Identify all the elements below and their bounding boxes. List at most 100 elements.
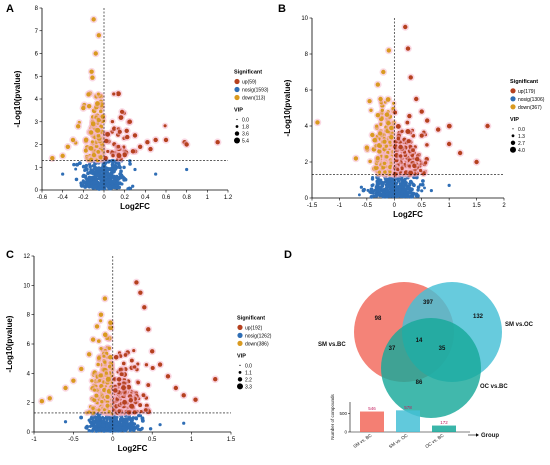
data-point [79, 366, 84, 372]
legend-label: down(367) [518, 105, 542, 111]
data-point [96, 33, 102, 38]
data-point [65, 144, 71, 149]
vip-legend-title: VIP [234, 108, 243, 114]
x-tick-label: 0.5 [418, 203, 427, 209]
venn-set-label: SM vs.BC [318, 342, 346, 348]
data-point [163, 137, 169, 143]
data-point [96, 429, 100, 432]
vip-label: 2.7 [518, 141, 525, 147]
legend-label: nosig(1262) [245, 333, 272, 339]
x-axis-label: Log2FC [120, 202, 150, 211]
vip-label: 0.0 [518, 127, 525, 133]
vip-legend-title: VIP [237, 353, 246, 359]
data-point [396, 168, 400, 172]
data-point [414, 156, 420, 162]
data-point [128, 398, 133, 403]
data-point [83, 148, 88, 153]
data-point [96, 356, 101, 360]
bar-y-tick-label: 500 [339, 411, 347, 416]
data-point [315, 120, 320, 125]
points [38, 278, 220, 433]
data-point [398, 144, 403, 150]
y-tick-label: 0 [27, 430, 31, 436]
y-tick-label: 6 [35, 52, 39, 58]
data-point [71, 378, 76, 383]
y-tick-label: 4 [35, 97, 39, 103]
data-point [409, 194, 413, 198]
data-point [387, 178, 391, 182]
data-point [128, 429, 132, 433]
data-point [158, 423, 162, 427]
y-tick-label: 8 [305, 52, 309, 58]
data-point [98, 373, 103, 378]
data-point [383, 170, 387, 174]
legend-marker [237, 340, 243, 346]
data-point [420, 182, 425, 187]
venn-region-count: 98 [375, 316, 382, 322]
data-point [375, 82, 381, 87]
data-point [378, 185, 383, 190]
data-point [387, 185, 391, 189]
vip-marker [510, 140, 516, 145]
data-point [398, 154, 403, 158]
data-point [117, 409, 121, 413]
data-point [105, 394, 110, 399]
data-point [104, 179, 109, 184]
data-point [385, 192, 389, 196]
legend-label: down(386) [245, 341, 269, 347]
data-point [359, 185, 363, 189]
x-tick-label: -1 [31, 437, 37, 443]
data-point [120, 182, 124, 186]
data-point [384, 112, 390, 117]
data-point [113, 354, 119, 360]
data-point [412, 163, 417, 169]
data-point [104, 138, 109, 144]
data-point [388, 193, 392, 197]
data-point [143, 408, 148, 412]
panel-label: C [6, 249, 14, 261]
vip-marker [236, 118, 238, 121]
venn-region-count: 132 [473, 314, 484, 320]
y-tick-label: 4 [305, 124, 309, 130]
legend-label: nosig(1593) [242, 88, 269, 94]
data-point [102, 332, 108, 338]
data-point [389, 125, 394, 131]
data-point [382, 139, 387, 144]
data-point [111, 421, 115, 425]
data-point [112, 174, 116, 178]
data-point [145, 140, 150, 145]
data-point [79, 415, 84, 420]
x-axis-label: Log2FC [393, 210, 423, 219]
vip-marker [235, 125, 239, 128]
legend-marker [234, 86, 240, 93]
data-point [370, 183, 374, 188]
data-point [131, 184, 135, 188]
x-tick-label: -1.5 [307, 203, 318, 209]
data-point [88, 176, 93, 180]
data-point [418, 183, 423, 187]
data-point [395, 187, 399, 191]
data-point [110, 417, 115, 422]
data-point [384, 144, 389, 148]
data-point [70, 137, 76, 143]
data-point [114, 421, 119, 426]
data-point [421, 179, 425, 183]
data-point [381, 69, 386, 75]
data-point [111, 424, 115, 428]
vip-marker [512, 128, 514, 130]
bar-category-label: SM vs. OC [388, 432, 409, 449]
vip-marker [510, 146, 516, 153]
data-point [108, 186, 112, 190]
bar [432, 425, 456, 432]
data-point [429, 188, 433, 193]
data-point [103, 155, 108, 161]
data-point [100, 400, 104, 404]
data-point [107, 410, 111, 414]
data-point [97, 408, 101, 412]
x-tick-label: 0 [111, 437, 115, 443]
data-point [370, 132, 375, 138]
data-point [136, 427, 141, 431]
x-tick-label: 0.2 [120, 195, 129, 201]
data-point [381, 194, 386, 199]
data-point [119, 169, 123, 174]
